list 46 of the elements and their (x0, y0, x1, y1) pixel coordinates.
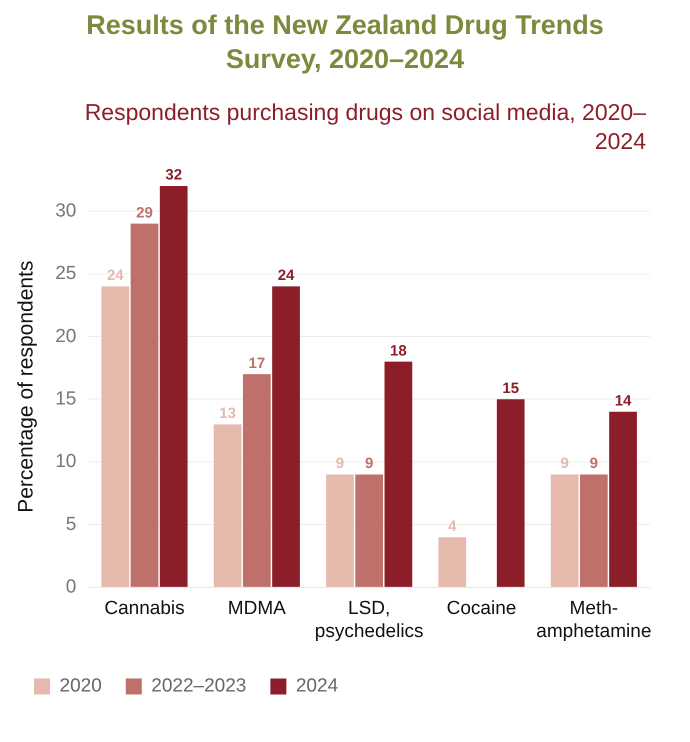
data-label: 24 (278, 266, 296, 284)
bar (550, 474, 578, 587)
x-tick-label: Meth- amphetamine (536, 598, 652, 642)
bar (496, 399, 525, 587)
data-label: 13 (219, 404, 236, 422)
y-tick-label: 5 (66, 514, 76, 535)
data-label: 9 (560, 455, 569, 472)
y-tick-label: 10 (55, 451, 76, 472)
bar (272, 286, 300, 587)
bar (160, 186, 188, 587)
data-label: 9 (364, 455, 374, 472)
x-tick-label: MDMA (228, 598, 286, 620)
data-label: 14 (614, 392, 632, 410)
y-tick-label: 15 (55, 388, 76, 410)
legend-label: 2020 (60, 676, 102, 697)
data-label: 18 (390, 342, 407, 360)
bar (580, 474, 608, 587)
data-label: 4 (448, 518, 458, 535)
x-tick-label: Cannabis (104, 598, 185, 620)
bar (609, 412, 637, 587)
bar (101, 286, 130, 587)
data-label: 15 (502, 380, 520, 397)
y-tick-label: 0 (66, 576, 76, 598)
data-label: 17 (248, 354, 266, 372)
legend-label: 2024 (296, 676, 339, 697)
legend-label: 2022–2023 (151, 676, 246, 697)
bar (130, 224, 158, 587)
chart-title: Results of the New Zealand Drug Trends Survey, 2020–2024 (85, 9, 605, 76)
bar (326, 474, 354, 587)
data-label: 9 (590, 455, 598, 472)
chart-subtitle: Respondents purchasing drugs on social media, 2020–2024 (84, 98, 646, 156)
data-label: 32 (165, 166, 182, 184)
bar (438, 537, 466, 587)
x-tick-label: Cocaine (446, 598, 516, 620)
y-tick-label: 30 (55, 200, 76, 222)
data-label: 24 (106, 266, 124, 284)
bar (355, 474, 384, 587)
x-tick-label: LSD, psychedelics (314, 598, 424, 642)
y-tick-label: 25 (55, 263, 76, 284)
bar (214, 424, 242, 587)
y-tick-label: 20 (55, 326, 76, 347)
data-label: 9 (336, 455, 344, 472)
data-label: 29 (136, 204, 153, 222)
bar (384, 362, 412, 587)
bar (242, 374, 271, 587)
y-axis-title: Percentage of respondents (14, 260, 38, 513)
